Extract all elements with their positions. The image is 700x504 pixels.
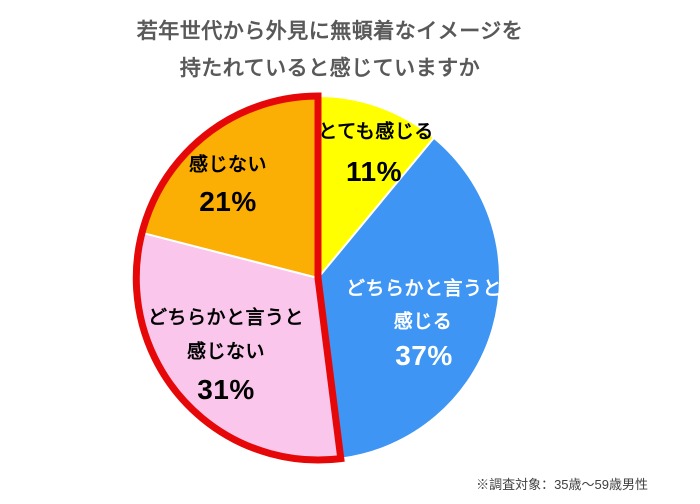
survey-note: ※調査対象：35歳〜59歳男性 xyxy=(476,477,648,492)
highlight-outline xyxy=(132,92,345,464)
pie-slice-dochiraka-kanjiru xyxy=(316,136,501,460)
chart-title-line2: 持たれていると感じていますか xyxy=(179,57,481,80)
pie-slice-totemo-kanjiru xyxy=(317,94,436,281)
chart-title: 若年世代から外見に無頓着なイメージを 持たれていると感じていますか xyxy=(0,13,660,87)
chart-title-line1: 若年世代から外見に無頓着なイメージを xyxy=(136,20,524,43)
